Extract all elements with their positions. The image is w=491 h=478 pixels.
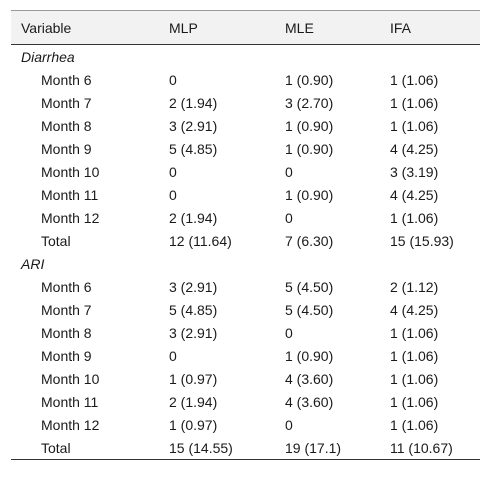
group-row: ARI <box>11 252 480 275</box>
table-row: Month 8 3 (2.91) 1 (0.90) 1 (1.06) <box>11 114 480 137</box>
data-table: Variable MLP MLE IFA Diarrhea Month 6 0 1 (… <box>11 10 480 460</box>
cell-ifa: 1 (1.06) <box>390 71 439 88</box>
cell-ifa: 1 (1.06) <box>390 94 439 111</box>
cell-mlp: 12 (11.64) <box>169 232 232 249</box>
table-row: Month 11 2 (1.94) 4 (3.60) 1 (1.06) <box>11 390 480 413</box>
cell-mlp: 2 (1.94) <box>169 94 218 111</box>
table-row: Month 9 5 (4.85) 1 (0.90) 4 (4.25) <box>11 137 480 160</box>
table-row: Month 8 3 (2.91) 0 1 (1.06) <box>11 321 480 344</box>
group-label: ARI <box>21 255 45 272</box>
cell-mle: 0 <box>285 209 293 226</box>
cell-ifa: 1 (1.06) <box>390 324 439 341</box>
row-label: Month 9 <box>41 347 92 364</box>
cell-mle: 4 (3.60) <box>285 370 334 387</box>
table-header: Variable MLP MLE IFA <box>11 10 480 45</box>
table-row: Total 12 (11.64) 7 (6.30) 15 (15.93) <box>11 229 480 252</box>
header-mle: MLE <box>285 10 390 45</box>
cell-mlp: 0 <box>169 163 177 180</box>
cell-ifa: 1 (1.06) <box>390 117 439 134</box>
cell-ifa: 15 (15.93) <box>390 232 454 249</box>
table-row: Month 7 2 (1.94) 3 (2.70) 1 (1.06) <box>11 91 480 114</box>
cell-mle: 1 (0.90) <box>285 186 334 203</box>
cell-mlp: 2 (1.94) <box>169 393 218 410</box>
cell-mlp: 15 (14.55) <box>169 436 285 460</box>
row-label: Month 10 <box>41 370 100 387</box>
table-row: Month 10 0 0 3 (3.19) <box>11 160 480 183</box>
row-label: Month 7 <box>41 301 92 318</box>
cell-mlp: 0 <box>169 186 177 203</box>
table-row: Month 6 3 (2.91) 5 (4.50) 2 (1.12) <box>11 275 480 298</box>
cell-mlp: 2 (1.94) <box>169 209 218 226</box>
data-table-container: Variable MLP MLE IFA Diarrhea Month 6 0 1 (… <box>11 10 480 460</box>
table-row: Month 9 0 1 (0.90) 1 (1.06) <box>11 344 480 367</box>
row-label: Total <box>41 232 71 249</box>
cell-mle: 1 (0.90) <box>285 117 334 134</box>
cell-mlp: 1 (0.97) <box>169 416 218 433</box>
table-row: Month 12 1 (0.97) 0 1 (1.06) <box>11 413 480 436</box>
row-label: Total <box>11 436 169 460</box>
cell-ifa: 11 (10.67) <box>390 436 480 460</box>
row-label: Month 11 <box>41 186 99 203</box>
cell-ifa: 2 (1.12) <box>390 278 439 295</box>
cell-ifa: 1 (1.06) <box>390 347 439 364</box>
cell-ifa: 4 (4.25) <box>390 140 439 157</box>
row-label: Month 6 <box>41 71 92 88</box>
table-row: Month 11 0 1 (0.90) 4 (4.25) <box>11 183 480 206</box>
cell-mle: 3 (2.70) <box>285 94 334 111</box>
table-body: Diarrhea Month 6 0 1 (0.90) 1 (1.06) Month 7 2… <box>11 45 480 460</box>
cell-ifa: 1 (1.06) <box>390 393 439 410</box>
header-ifa: IFA <box>390 10 480 45</box>
cell-mlp: 3 (2.91) <box>169 278 218 295</box>
cell-mle: 5 (4.50) <box>285 301 334 318</box>
table-row: Month 7 5 (4.85) 5 (4.50) 4 (4.25) <box>11 298 480 321</box>
cell-ifa: 1 (1.06) <box>390 209 439 226</box>
row-label: Month 6 <box>41 278 92 295</box>
row-label: Month 12 <box>41 209 100 226</box>
header-mlp: MLP <box>169 10 285 45</box>
cell-mle: 1 (0.90) <box>285 71 334 88</box>
table-row: Month 12 2 (1.94) 0 1 (1.06) <box>11 206 480 229</box>
row-label: Month 8 <box>41 117 92 134</box>
row-label: Month 7 <box>41 94 92 111</box>
cell-mle: 5 (4.50) <box>285 278 334 295</box>
cell-mle: 19 (17.1) <box>285 436 390 460</box>
table-row: Month 6 0 1 (0.90) 1 (1.06) <box>11 68 480 91</box>
cell-mlp: 3 (2.91) <box>169 324 218 341</box>
cell-mle: 0 <box>285 324 293 341</box>
cell-mle: 1 (0.90) <box>285 347 334 364</box>
cell-mlp: 0 <box>169 347 177 364</box>
cell-mle: 4 (3.60) <box>285 393 334 410</box>
cell-ifa: 4 (4.25) <box>390 301 439 318</box>
cell-ifa: 1 (1.06) <box>390 370 439 387</box>
table-row: Month 10 1 (0.97) 4 (3.60) 1 (1.06) <box>11 367 480 390</box>
cell-mle: 0 <box>285 163 293 180</box>
cell-mle: 7 (6.30) <box>285 232 334 249</box>
row-label: Month 12 <box>41 416 100 433</box>
header-variable: Variable <box>11 10 169 45</box>
header-row: Variable MLP MLE IFA <box>11 10 480 45</box>
cell-mlp: 1 (0.97) <box>169 370 218 387</box>
group-label: Diarrhea <box>21 48 75 65</box>
cell-mlp: 5 (4.85) <box>169 301 218 318</box>
cell-mlp: 0 <box>169 71 177 88</box>
cell-mlp: 3 (2.91) <box>169 117 218 134</box>
cell-ifa: 1 (1.06) <box>390 416 439 433</box>
cell-ifa: 4 (4.25) <box>390 186 439 203</box>
cell-mle: 0 <box>285 416 293 433</box>
cell-ifa: 3 (3.19) <box>390 163 439 180</box>
row-label: Month 11 <box>41 393 99 410</box>
cell-mle: 1 (0.90) <box>285 140 334 157</box>
row-label: Month 9 <box>41 140 92 157</box>
cell-mlp: 5 (4.85) <box>169 140 218 157</box>
row-label: Month 10 <box>41 163 100 180</box>
group-row: Diarrhea <box>11 45 480 69</box>
row-label: Month 8 <box>41 324 92 341</box>
table-row: Total 15 (14.55) 19 (17.1) 11 (10.67) <box>11 436 480 460</box>
